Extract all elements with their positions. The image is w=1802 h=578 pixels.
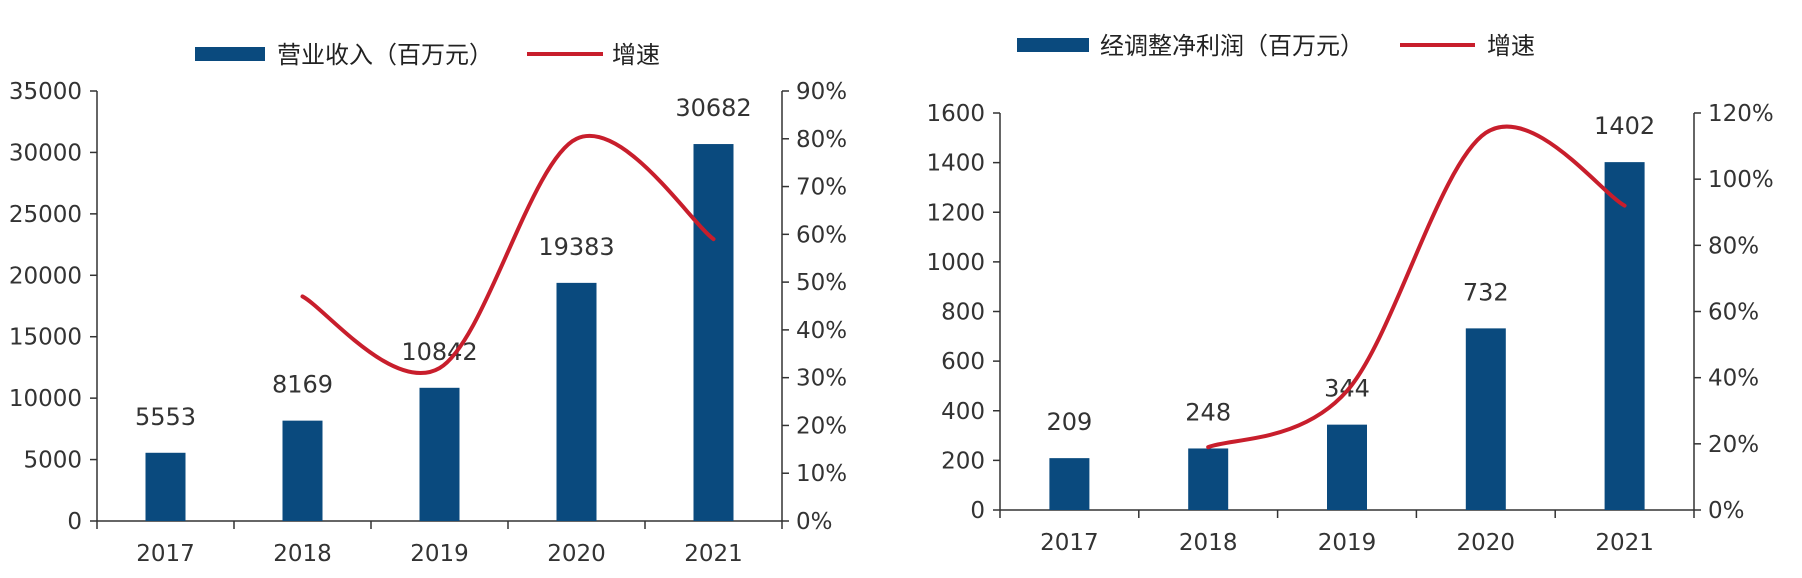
x-tick-label: 2020 [1457,530,1516,556]
revenue-chart: 营业收入（百万元） 增速 0 5000 10000 15000 20000 25000 30… [9,41,847,567]
y-tick-label-right: 30% [796,366,847,392]
revenue-chart-panel: 营业收入（百万元） 增速 0 5000 10000 15000 20000 25000 30… [0,0,900,578]
profit-chart-panel: 经调整净利润（百万元） 增速 0 200 400 600 800 1000 1200 1400… [900,0,1802,578]
y-tick-label-right: 80% [796,127,847,153]
y-tick-label-left: 35000 [9,79,82,105]
x-tick-label: 2020 [547,541,606,567]
y-tick-label-right: 50% [796,270,847,296]
legend-label-growth: 增速 [1487,32,1535,60]
bar-2021 [1604,162,1645,510]
x-tick-label: 2019 [410,541,469,567]
y-tick-label-right: 100% [1708,167,1774,193]
data-label-2018: 248 [1185,398,1231,426]
y-tick-label-right: 0% [796,509,833,535]
data-label-2017: 209 [1046,408,1092,436]
y-tick-label-right: 20% [1708,432,1759,458]
x-tick-label: 2017 [1040,530,1099,556]
y-tick-label-right: 60% [1708,300,1759,326]
bar-2021 [693,144,734,521]
x-tick-label: 2021 [1595,530,1654,556]
y-tick-label-right: 70% [796,175,847,201]
revenue-plot-area: 0 5000 10000 15000 20000 25000 30000 35000 0% 10%… [9,79,847,567]
x-tick-label: 2019 [1318,530,1377,556]
legend-swatch-revenue [195,47,265,61]
y-tick-label-right: 60% [796,222,847,248]
bar-2017 [1049,458,1090,510]
y-tick-label-left: 1000 [926,250,985,276]
y-tick-label-right: 0% [1708,498,1745,524]
y-tick-label-left: 30000 [9,140,82,166]
legend-label-growth: 增速 [612,41,660,69]
bar-2019 [419,387,460,521]
bar-2019 [1327,424,1367,510]
adjusted-net-profit-chart: 经调整净利润（百万元） 增速 0 200 400 600 800 1000 1200 1400… [926,32,1773,556]
data-label-2017: 5553 [135,403,196,431]
legend-label-revenue: 营业收入（百万元） [277,41,493,69]
growth-rate-line [300,134,716,376]
y-tick-label-left: 10000 [9,386,82,412]
y-tick-label-left: 0 [67,509,82,535]
bar-2020 [1465,328,1506,510]
y-tick-label-left: 1600 [926,101,985,127]
y-tick-label-left: 20000 [9,263,82,289]
x-tick-label: 2017 [136,541,195,567]
y-tick-label-left: 600 [941,349,985,375]
bar-2018 [1188,448,1229,510]
y-tick-label-right: 40% [1708,366,1759,392]
y-tick-label-left: 5000 [23,448,82,474]
legend-label-profit: 经调整净利润（百万元） [1100,32,1364,60]
y-tick-label-right: 80% [1708,233,1759,259]
y-tick-label-left: 200 [941,448,985,474]
revenue-chart-legend: 营业收入（百万元） 增速 [195,41,660,69]
y-tick-label-right: 10% [796,461,847,487]
y-tick-label-left: 800 [941,300,985,326]
y-tick-label-left: 15000 [9,325,82,351]
bar-2020 [556,282,597,521]
data-label-2020: 732 [1463,278,1509,306]
data-label-2020: 19383 [538,233,614,261]
x-tick-label: 2018 [273,541,332,567]
x-tick-label: 2021 [684,541,743,567]
y-tick-label-left: 0 [970,498,985,524]
y-tick-label-right: 20% [796,413,847,439]
y-tick-label-right: 90% [796,79,847,105]
data-label-2019: 10842 [401,338,477,366]
y-tick-label-right: 40% [796,318,847,344]
y-tick-label-left: 1200 [926,200,985,226]
profit-plot-area: 0 200 400 600 800 1000 1200 1400 1600 0% 20% 40% 60%… [926,101,1773,556]
y-tick-label-left: 25000 [9,202,82,228]
y-tick-label-right: 120% [1708,101,1774,127]
data-label-2021: 1402 [1594,112,1655,140]
y-tick-label-left: 1400 [926,151,985,177]
y-tick-label-left: 400 [941,399,985,425]
growth-rate-line [1206,124,1627,450]
bar-2018 [282,420,323,521]
profit-chart-legend: 经调整净利润（百万元） 增速 [1017,32,1535,60]
x-tick-label: 2018 [1179,530,1238,556]
bar-2017 [145,452,186,521]
data-label-2018: 8169 [272,371,333,399]
legend-swatch-profit [1017,38,1089,52]
data-label-2021: 30682 [675,94,751,122]
